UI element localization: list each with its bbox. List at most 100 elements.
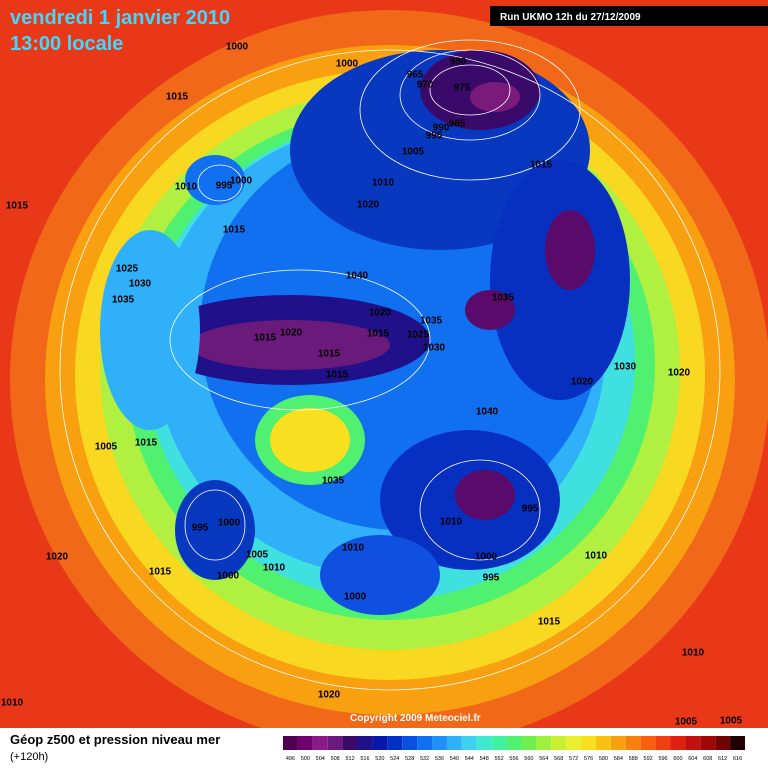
colorbar-swatch	[595, 736, 611, 750]
colorbar-label: 608	[703, 756, 712, 762]
pressure-label: 1010	[585, 551, 608, 562]
colorbar-swatch	[610, 736, 626, 750]
pressure-label: 1020	[46, 552, 69, 563]
pressure-label: 1015	[367, 329, 390, 340]
pressure-label: 1015	[135, 438, 158, 449]
colorbar-swatch	[297, 736, 313, 750]
colorbar-label: 584	[614, 756, 623, 762]
colorbar-label: 500	[301, 756, 310, 762]
pressure-label: 965	[407, 70, 424, 81]
pressure-label: 1020	[357, 200, 380, 211]
time-subtitle: 13:00 locale	[10, 33, 123, 55]
colorbar-label: 536	[435, 756, 444, 762]
footer-lead: (+120h)	[10, 751, 48, 763]
pressure-label: 1035	[420, 316, 443, 327]
pressure-label: 1000	[344, 592, 367, 603]
pressure-label: 1000	[230, 176, 253, 187]
geopotential-field	[10, 10, 768, 750]
colorbar-label: 532	[420, 756, 429, 762]
colorbar-label: 556	[509, 756, 518, 762]
run-info: Run UKMO 12h du 27/12/2009	[500, 12, 641, 23]
pressure-label: 1020	[668, 368, 691, 379]
pressure-label: 1040	[346, 271, 369, 282]
pressure-label: 995	[426, 131, 443, 142]
pressure-label: 1020	[571, 377, 594, 388]
colorbar-swatch	[432, 736, 447, 750]
pressure-label: 1015	[149, 567, 172, 578]
pressure-label: 1020	[280, 328, 303, 339]
colorbar-label: 592	[644, 756, 653, 762]
pressure-label: 1005	[246, 550, 269, 561]
colorbar-swatch	[342, 736, 358, 750]
colorbar-label: 496	[286, 756, 295, 762]
colorbar-swatch	[312, 736, 328, 750]
pressure-label: 1020	[369, 308, 392, 319]
run-box	[490, 6, 768, 26]
colorbar-swatch	[446, 736, 462, 750]
colorbar-label: 576	[584, 756, 593, 762]
pressure-label: 1010	[440, 517, 463, 528]
pressure-label: 1010	[342, 543, 365, 554]
pressure-label: 995	[483, 573, 500, 584]
pressure-label: 1015	[254, 333, 277, 344]
pressure-label: 1035	[492, 293, 515, 304]
colorbar-label: 512	[345, 756, 354, 762]
colorbar-label: 560	[524, 756, 533, 762]
pressure-label: 1015	[530, 160, 553, 171]
pressure-label: 1025	[407, 330, 430, 341]
colorbar-swatch	[536, 736, 552, 750]
colorbar-label: 516	[360, 756, 369, 762]
isobars	[59, 39, 721, 691]
colorbar-swatch	[417, 736, 433, 750]
pressure-label: 1015	[6, 201, 29, 212]
colorbar-label: 504	[316, 756, 325, 762]
pressure-label: 995	[522, 504, 539, 515]
pressure-label: 1040	[476, 407, 499, 418]
colorbar-label: 588	[629, 756, 638, 762]
colorbar-label: 612	[718, 756, 727, 762]
pressure-label: 1015	[538, 617, 561, 628]
date-title: vendredi 1 janvier 2010	[10, 7, 230, 29]
colorbar-label: 568	[554, 756, 563, 762]
colorbar-swatch	[357, 736, 373, 750]
colorbar-swatch	[476, 736, 492, 750]
colorbar-label: 572	[569, 756, 578, 762]
pressure-label: 1015	[166, 92, 189, 103]
colorbar-swatch	[387, 736, 403, 750]
pressure-label: 1000	[475, 552, 498, 563]
pressure-label: 1000	[217, 571, 240, 582]
pressure-label: 1000	[336, 59, 359, 70]
header: vendredi 1 janvier 2010 13:00 locale Run…	[10, 6, 768, 55]
pressure-label: 1010	[372, 178, 395, 189]
colorbar-label: 540	[450, 756, 459, 762]
pressure-label: 1000	[218, 518, 241, 529]
pressure-label: 1010	[1, 698, 24, 709]
colorbar-label: 600	[673, 756, 682, 762]
pressure-label: 975	[454, 83, 471, 94]
pressure-label: 995	[216, 181, 233, 192]
colorbar-label: 604	[688, 756, 697, 762]
colorbar-swatch	[506, 736, 522, 750]
colorbar-swatch	[730, 736, 745, 750]
pressure-label: 1015	[318, 349, 341, 360]
pressure-label: 1015	[223, 225, 246, 236]
pressure-label: 1015	[326, 370, 349, 381]
pressure-label: 1030	[129, 279, 152, 290]
pressure-label: 1035	[322, 476, 345, 487]
pressure-label: 970	[417, 80, 434, 91]
colorbar-swatch	[655, 736, 671, 750]
colorbar-swatch	[551, 736, 567, 750]
colorbar-label: 508	[331, 756, 340, 762]
pressure-label: 1010	[682, 648, 705, 659]
footer-title: Géop z500 et pression niveau mer	[10, 732, 220, 747]
pressure-label: 1030	[614, 362, 637, 373]
pressure-label: 1005	[675, 717, 698, 728]
colorbar-swatch	[715, 736, 731, 750]
colorbar-swatch	[640, 736, 656, 750]
colorbar-swatch	[402, 736, 418, 750]
pressure-label: 1005	[720, 716, 743, 727]
colorbar-label: 596	[658, 756, 667, 762]
